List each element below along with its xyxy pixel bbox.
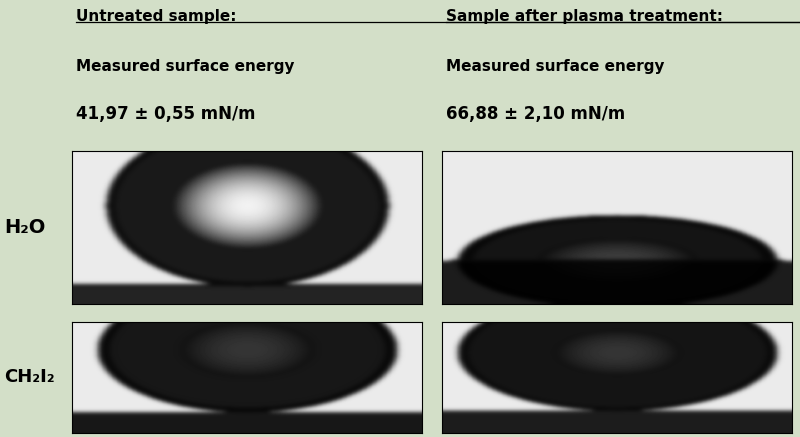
Text: Measured surface energy: Measured surface energy xyxy=(76,59,294,74)
Text: H₂O: H₂O xyxy=(4,218,46,237)
Text: CH₂I₂: CH₂I₂ xyxy=(4,368,54,386)
Text: 66,88 ± 2,10 mN/m: 66,88 ± 2,10 mN/m xyxy=(446,105,626,123)
Text: Sample after plasma treatment:: Sample after plasma treatment: xyxy=(446,9,723,24)
Text: Measured surface energy: Measured surface energy xyxy=(446,59,665,74)
Text: 41,97 ± 0,55 mN/m: 41,97 ± 0,55 mN/m xyxy=(76,105,255,123)
Text: Untreated sample:: Untreated sample: xyxy=(76,9,237,24)
